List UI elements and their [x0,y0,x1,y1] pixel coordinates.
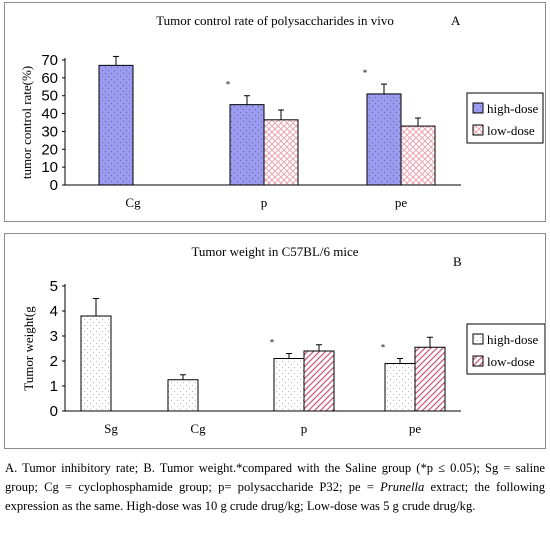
y-tick-label: 2 [50,353,58,370]
x-tick-label: p [301,421,308,436]
legend-swatch [472,333,484,345]
legend-label: high-dose [487,101,539,116]
chart-b-svg: Tumor weight in C57BL/6 mice B Tumor weigh… [21,244,545,436]
y-tick-label: 30 [41,123,58,140]
x-tick-label: pe [409,421,422,436]
x-tick-label: pe [395,195,408,210]
figure-caption: A. Tumor inhibitory rate; B. Tumor weigh… [5,459,545,516]
legend-swatch [472,124,484,136]
significance-marker: * [381,343,386,353]
caption-text-1: A. Tumor inhibitory rate; B. Tumor weigh… [5,461,545,494]
chart-a-svg: Tumor control rate of polysaccharides in… [19,13,544,210]
caption-text-2: extract; the following expression as the… [5,480,546,513]
legend-label: high-dose [487,332,539,347]
bar-low-dose [263,119,299,186]
bar-low-dose [303,350,335,412]
significance-marker: * [226,80,231,90]
chart-title: Tumor control rate of polysaccharides in… [156,13,394,28]
bar-high-dose [98,64,134,186]
chart-panel-a: Tumor control rate of polysaccharides in… [4,2,546,222]
y-axis-label: Tumor weight(g [21,306,36,391]
bar-high-dose [384,363,416,412]
y-tick-label: 60 [41,70,58,87]
panel-label: A [451,13,461,28]
y-tick-label: 10 [41,159,58,176]
significance-marker: * [363,68,368,78]
x-tick-label: p [261,195,268,210]
caption-italic: Prunella [380,480,425,494]
y-axis-label: tumor control rate(%) [19,66,34,179]
legend-label: low-dose [487,123,535,138]
bar-low-dose [414,346,446,412]
y-tick-label: 0 [50,177,58,194]
y-tick-label: 5 [50,278,58,295]
legend-swatch [472,102,484,114]
y-tick-label: 20 [41,141,58,158]
legend-label: low-dose [487,354,535,369]
bar-high-dose [80,315,112,412]
y-tick-label: 4 [50,303,58,320]
x-tick-label: Sg [104,421,118,436]
bar-low-dose [400,125,436,186]
significance-marker: * [270,338,275,348]
bar-high-dose [167,379,199,412]
legend-swatch [472,355,484,367]
y-tick-label: 3 [50,328,58,345]
y-tick-label: 70 [41,52,58,69]
chart-panel-b: Tumor weight in C57BL/6 mice B Tumor weigh… [4,233,546,449]
y-tick-label: 40 [41,106,58,123]
x-tick-label: Cg [125,195,141,210]
panel-label: B [453,254,462,269]
y-tick-label: 0 [50,403,58,420]
chart-title: Tumor weight in C57BL/6 mice [191,244,358,259]
bar-high-dose [366,93,402,186]
bar-high-dose [273,358,305,412]
x-tick-label: Cg [190,421,206,436]
y-tick-label: 1 [50,378,58,395]
y-tick-label: 50 [41,88,58,105]
bar-high-dose [229,104,265,186]
